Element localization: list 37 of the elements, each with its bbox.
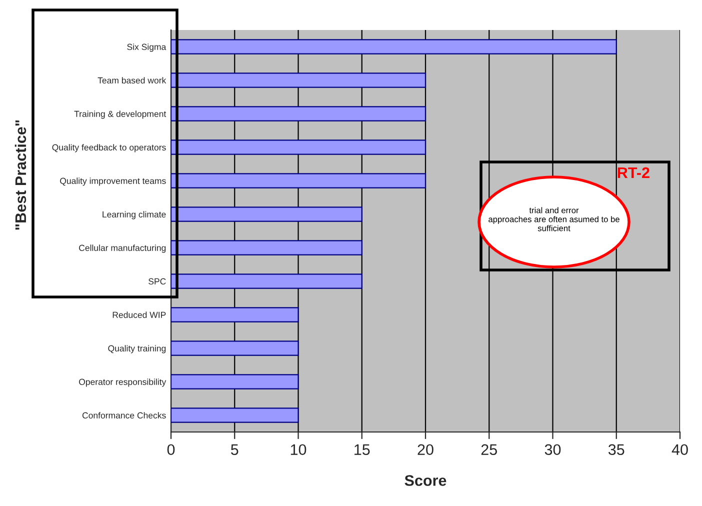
annotation: trial and error approaches are often asumed to be sufficient <box>488 207 620 232</box>
y-tick-label: Quality feedback to operators <box>52 144 166 152</box>
bar <box>171 39 617 54</box>
y-tick-label: SPC <box>148 278 166 285</box>
y-tick-label: Quality training <box>108 345 166 354</box>
x-tick-label: 5 <box>230 444 238 456</box>
x-tick-label: 25 <box>481 444 497 456</box>
y-tick-label: Learning climate <box>102 211 166 220</box>
y-tick-label: Six Sigma <box>127 44 166 52</box>
bar <box>171 340 299 356</box>
y-tick-label: Conformance Checks <box>82 412 166 419</box>
annotation: RT-2 <box>618 167 650 178</box>
bar <box>171 274 362 289</box>
y-axis-title: "Best Practice" <box>14 120 26 230</box>
x-tick-label: 0 <box>167 444 175 456</box>
bar <box>171 374 299 390</box>
y-tick-label: Operator responsibility <box>79 378 166 387</box>
bar <box>171 173 426 188</box>
bar <box>171 307 299 322</box>
y-tick-label: Training & development <box>74 110 166 119</box>
x-tick-label: 30 <box>544 444 561 456</box>
bar <box>171 140 426 155</box>
x-tick-label: 20 <box>418 444 434 456</box>
y-tick-label: Quality improvement teams <box>60 178 166 186</box>
y-tick-label: Reduced WIP <box>112 312 166 318</box>
x-tick-label: 10 <box>290 444 306 456</box>
x-tick-label: 40 <box>672 444 688 456</box>
y-tick-label: Team based work <box>98 77 166 84</box>
x-axis-title: Score <box>404 475 446 486</box>
x-tick-label: 35 <box>608 444 624 456</box>
y-tick-label: Cellular manufacturing <box>79 244 166 253</box>
bar <box>171 72 426 88</box>
bar <box>171 408 299 423</box>
x-tick-label: 15 <box>354 444 370 456</box>
bar <box>171 106 426 122</box>
bar <box>171 206 362 222</box>
bar <box>171 240 362 256</box>
